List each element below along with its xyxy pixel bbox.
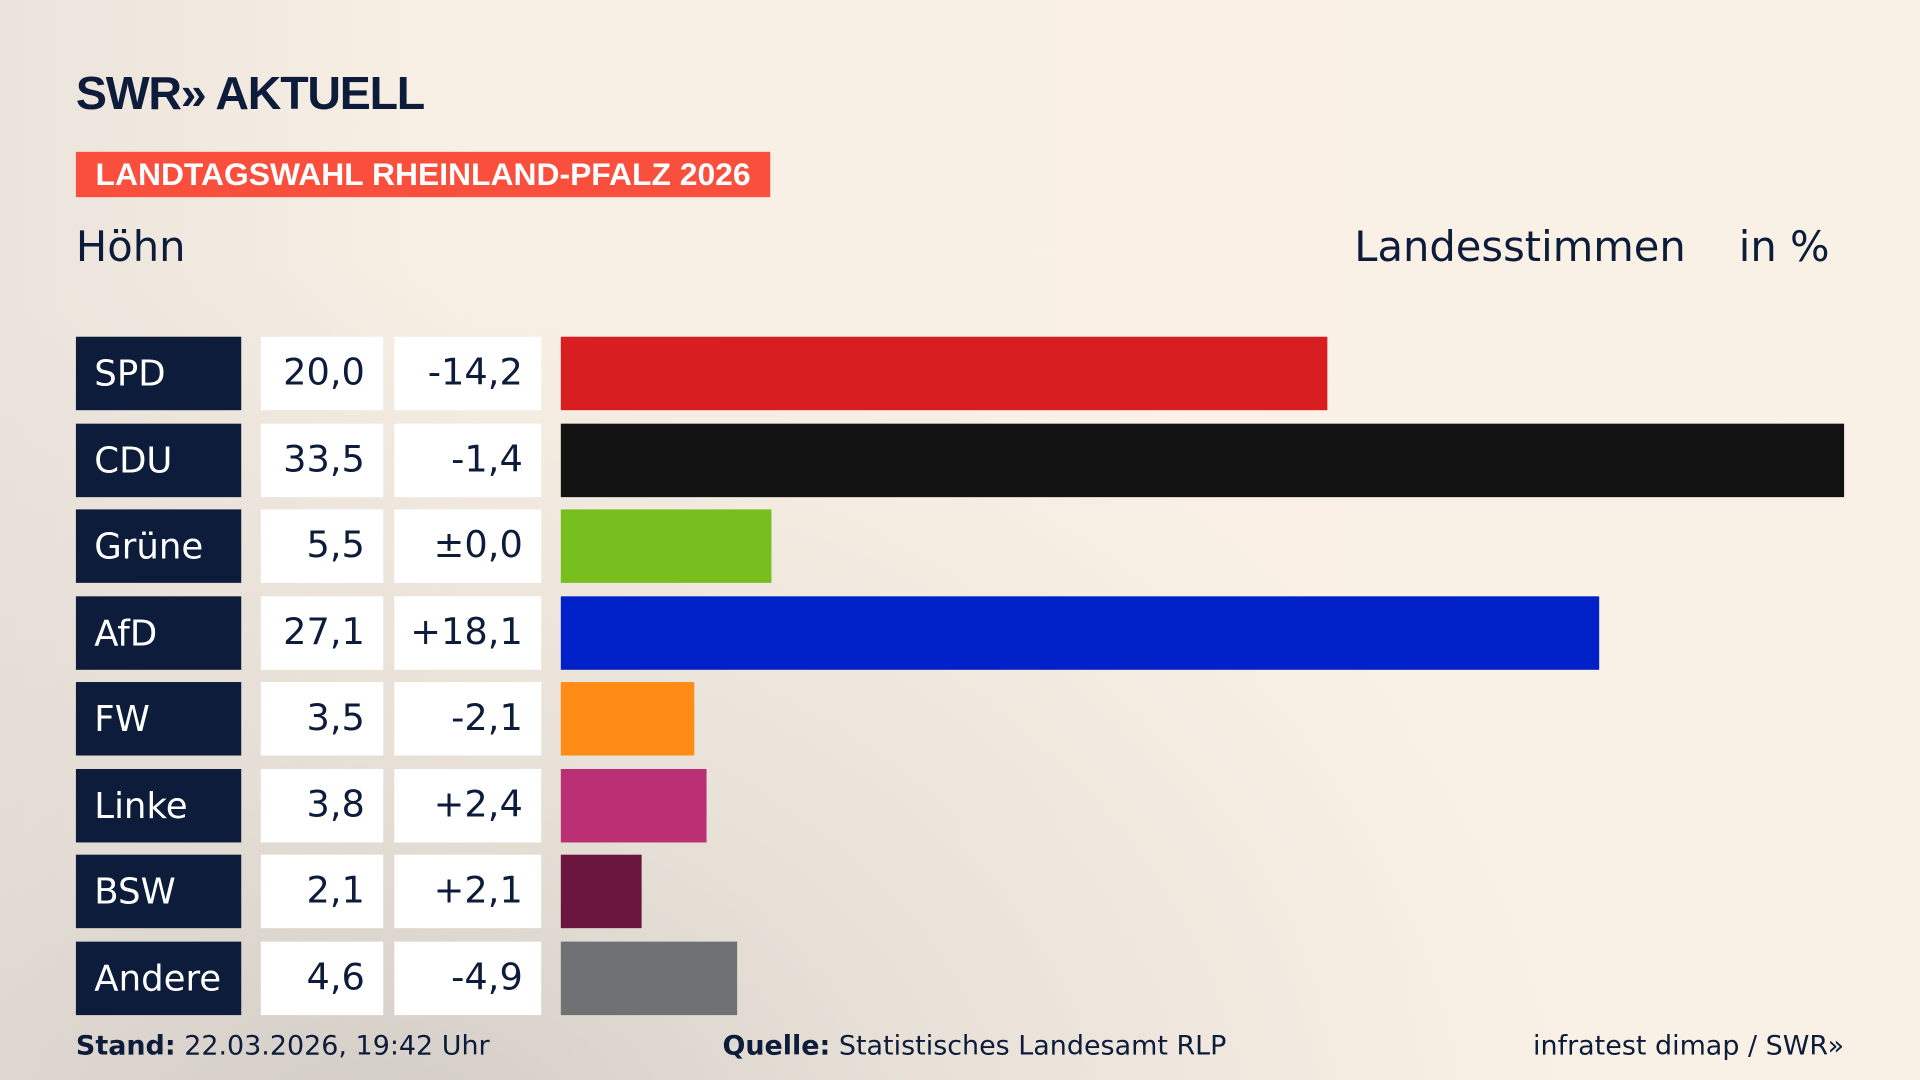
value-label: 5,5 bbox=[260, 509, 384, 583]
change-label: +2,4 bbox=[394, 768, 542, 842]
bar-spd bbox=[560, 336, 1327, 411]
swr-aktuell-logo: SWR» AKTUELL bbox=[75, 68, 425, 121]
party-label: CDU bbox=[75, 423, 242, 497]
source-value: Statistisches Landesamt RLP bbox=[838, 1031, 1227, 1062]
credit: infratest dimap / SWR» bbox=[1533, 1031, 1845, 1062]
change-label: -4,9 bbox=[394, 941, 542, 1015]
value-label: 27,1 bbox=[260, 595, 384, 670]
bar-andere bbox=[560, 941, 738, 1015]
measure-label: Landesstimmen bbox=[1354, 222, 1686, 272]
value-label: 3,5 bbox=[260, 682, 384, 756]
change-label: -2,1 bbox=[394, 682, 542, 756]
source-label: Quelle: bbox=[722, 1031, 831, 1062]
bar-linke bbox=[560, 768, 707, 842]
bar-cdu bbox=[560, 423, 1845, 497]
location-title: Höhn bbox=[75, 222, 186, 272]
value-label: 3,8 bbox=[260, 768, 384, 842]
change-label: +2,1 bbox=[394, 854, 542, 929]
value-label: 4,6 bbox=[260, 941, 384, 1015]
change-label: ±0,0 bbox=[394, 509, 542, 583]
change-label: +18,1 bbox=[394, 595, 542, 670]
party-label: SPD bbox=[75, 336, 242, 411]
party-label: Grüne bbox=[75, 509, 242, 583]
change-label: -1,4 bbox=[394, 423, 542, 497]
bar-afd bbox=[560, 595, 1599, 670]
value-label: 2,1 bbox=[260, 854, 384, 929]
value-label: 33,5 bbox=[260, 423, 384, 497]
party-label: BSW bbox=[75, 854, 242, 929]
party-label: Linke bbox=[75, 768, 242, 842]
bar-fw bbox=[560, 682, 695, 756]
value-label: 20,0 bbox=[260, 336, 384, 411]
stand-value: 22.03.2026, 19:42 Uhr bbox=[184, 1031, 490, 1062]
party-label: Andere bbox=[75, 941, 242, 1015]
bar-bsw bbox=[560, 854, 642, 929]
bar-grüne bbox=[560, 509, 772, 583]
party-label: AfD bbox=[75, 595, 242, 670]
election-banner: LANDTAGSWAHL RHEINLAND-PFALZ 2026 bbox=[75, 151, 771, 198]
party-label: FW bbox=[75, 682, 242, 756]
stand-label: Stand: bbox=[75, 1031, 176, 1062]
timestamp: Stand: 22.03.2026, 19:42 Uhr bbox=[76, 1031, 490, 1062]
unit-label: in % bbox=[1738, 222, 1830, 272]
change-label: -14,2 bbox=[394, 336, 542, 411]
source: Quelle: Statistisches Landesamt RLP bbox=[722, 1031, 1226, 1062]
